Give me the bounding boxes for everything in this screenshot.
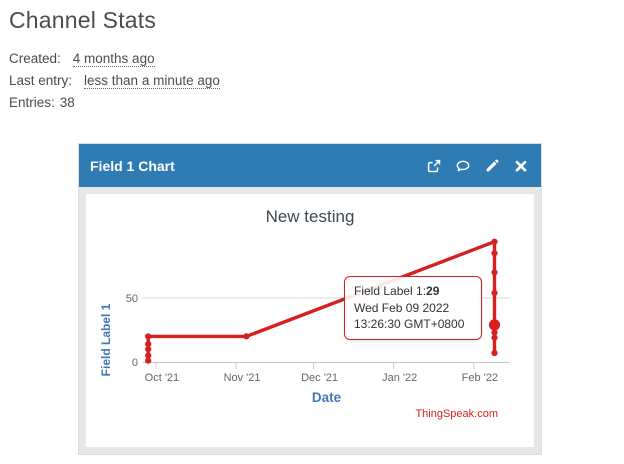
data-point bbox=[491, 349, 498, 357]
meta-created-label: Created: bbox=[9, 51, 61, 66]
meta-entries-value: 38 bbox=[59, 95, 75, 110]
close-icon[interactable] bbox=[513, 158, 529, 174]
channel-meta: Created: 4 months ago Last entry: less tha… bbox=[0, 34, 624, 114]
tooltip-value-line: Field Label 1:29 bbox=[354, 284, 440, 298]
tooltip-date-line: Wed Feb 09 2022 bbox=[354, 300, 450, 315]
x-tick-label: Oct '21 bbox=[145, 372, 180, 384]
edit-icon[interactable] bbox=[484, 158, 500, 174]
panel-header: Field 1 Chart bbox=[79, 144, 541, 187]
x-axis-title: Date bbox=[312, 390, 342, 405]
data-point bbox=[243, 333, 250, 340]
page-title: Channel Stats bbox=[9, 7, 157, 33]
thingspeak-watermark: ThingSpeak.com bbox=[415, 408, 498, 420]
meta-last-entry-value: less than a minute ago bbox=[84, 73, 220, 89]
external-link-icon[interactable] bbox=[426, 158, 442, 174]
meta-entries: Entries: 38 bbox=[9, 92, 624, 114]
meta-created-value: 4 months ago bbox=[72, 51, 155, 67]
data-point bbox=[145, 333, 152, 340]
tooltip-time-line: 13:26:30 GMT+0800 bbox=[354, 317, 465, 331]
comment-icon[interactable] bbox=[455, 158, 471, 174]
data-point bbox=[491, 329, 498, 336]
chart-title: New testing bbox=[266, 207, 355, 226]
meta-last-entry: Last entry: less than a minute ago bbox=[9, 70, 624, 92]
hovered-data-point bbox=[488, 319, 501, 331]
x-tick-label: Dec '21 bbox=[301, 372, 338, 384]
data-point bbox=[491, 250, 498, 257]
y-tick-label: 0 bbox=[132, 357, 138, 369]
chart-svg[interactable]: 0 50 Oct '21 Nov '21 Dec '21 Jan '22 Feb '22 Ne… bbox=[86, 194, 534, 447]
field1-line-chart[interactable]: 0 50 Oct '21 Nov '21 Dec '21 Jan '22 Feb '22 Ne… bbox=[86, 194, 534, 447]
data-point bbox=[145, 352, 152, 359]
y-tick-label: 50 bbox=[126, 293, 138, 305]
data-point bbox=[491, 269, 498, 276]
data-point bbox=[145, 357, 152, 364]
x-tick-label: Jan '22 bbox=[382, 372, 417, 384]
panel-title: Field 1 Chart bbox=[90, 157, 175, 174]
field1-chart-panel: Field 1 Chart bbox=[78, 143, 542, 455]
x-tick-label: Feb '22 bbox=[462, 372, 498, 384]
panel-header-actions bbox=[426, 158, 529, 174]
data-point bbox=[145, 346, 152, 353]
panel-body: 0 50 Oct '21 Nov '21 Dec '21 Jan '22 Feb '22 Ne… bbox=[79, 187, 541, 454]
meta-last-entry-label: Last entry: bbox=[9, 73, 73, 88]
x-tick-label: Nov '21 bbox=[224, 372, 261, 384]
data-point bbox=[145, 341, 152, 348]
chart-tooltip: Field Label 1:29 Wed Feb 09 2022 13:26:3… bbox=[344, 276, 482, 340]
data-point bbox=[491, 334, 498, 341]
meta-created: Created: 4 months ago bbox=[9, 48, 624, 70]
data-point bbox=[491, 289, 498, 296]
meta-entries-label: Entries: bbox=[9, 95, 55, 110]
y-axis-title: Field Label 1 bbox=[99, 303, 113, 376]
data-point bbox=[491, 238, 498, 245]
